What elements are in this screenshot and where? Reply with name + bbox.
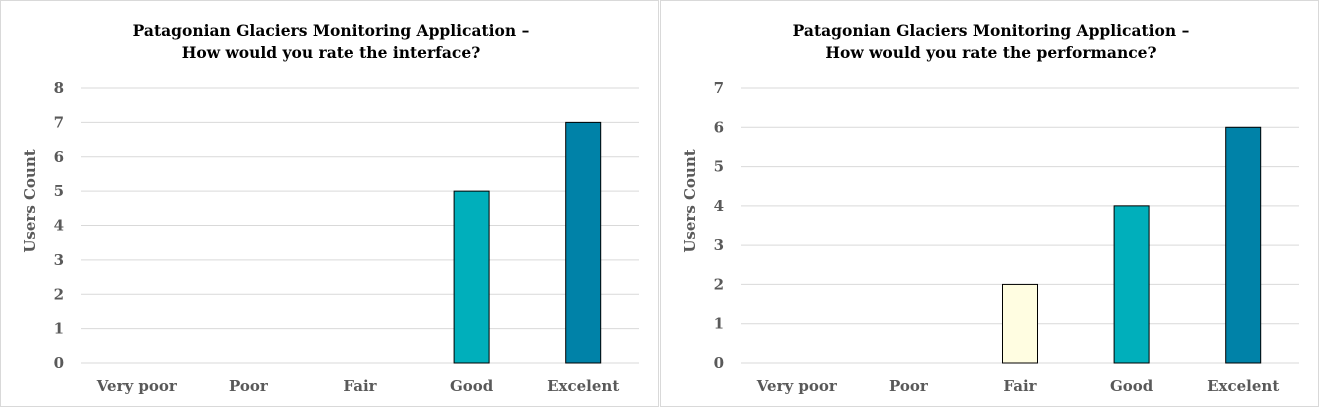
interface-rating-chart-svg: Patagonian Glaciers Monitoring Applicati…: [21, 21, 639, 395]
y-tick-label: 7: [54, 113, 64, 131]
x-tick-label: Good: [450, 377, 494, 395]
y-tick-label: 4: [714, 197, 724, 215]
chart-title-line2: How would you rate the interface?: [182, 43, 481, 62]
y-tick-label: 6: [54, 148, 64, 166]
x-tick-label: Poor: [229, 377, 269, 395]
x-tick-label: Poor: [889, 377, 929, 395]
y-axis-label: Users Count: [681, 149, 699, 252]
bar: [565, 121, 602, 364]
y-tick-label: 5: [54, 182, 64, 200]
x-tick-label: Fair: [343, 377, 377, 395]
interface-rating-chart: Patagonian Glaciers Monitoring Applicati…: [0, 0, 659, 407]
y-tick-label: 2: [714, 275, 724, 293]
x-tick-label: Excelent: [1207, 377, 1279, 395]
bar: [453, 190, 490, 364]
x-tick-label: Very poor: [756, 377, 838, 395]
x-tick-label: Very poor: [96, 377, 178, 395]
y-tick-label: 1: [714, 315, 724, 333]
y-tick-label: 8: [54, 79, 64, 97]
y-axis-label: Users Count: [21, 149, 39, 252]
x-tick-label: Excelent: [547, 377, 619, 395]
bar: [1225, 126, 1262, 364]
y-tick-label: 5: [714, 158, 724, 176]
x-tick-label: Good: [1110, 377, 1154, 395]
chart-title-line1: Patagonian Glaciers Monitoring Applicati…: [133, 21, 530, 40]
y-tick-label: 0: [54, 354, 64, 372]
chart-title-line2: How would you rate the performance?: [825, 43, 1156, 62]
y-tick-label: 3: [54, 251, 64, 269]
bar: [1113, 205, 1150, 364]
performance-rating-chart-svg: Patagonian Glaciers Monitoring Applicati…: [681, 21, 1299, 395]
bar: [1002, 283, 1038, 364]
performance-rating-chart: Patagonian Glaciers Monitoring Applicati…: [660, 0, 1319, 407]
y-tick-label: 1: [54, 320, 64, 338]
x-tick-label: Fair: [1003, 377, 1037, 395]
y-tick-label: 6: [714, 118, 724, 136]
plot-area: 0 1 2 3 4 5 6 7 Very poor Poor Fair Good Excelent: [714, 79, 1299, 395]
y-tick-label: 0: [714, 354, 724, 372]
y-tick-label: 4: [54, 217, 64, 235]
plot-area: 0 1 2 3 4 5 6 7 8 Very poor Poor Fair Good Excelent: [54, 79, 639, 395]
y-tick-label: 7: [714, 79, 724, 97]
y-tick-label: 2: [54, 285, 64, 303]
chart-title-line1: Patagonian Glaciers Monitoring Applicati…: [793, 21, 1190, 40]
y-tick-label: 3: [714, 236, 724, 254]
